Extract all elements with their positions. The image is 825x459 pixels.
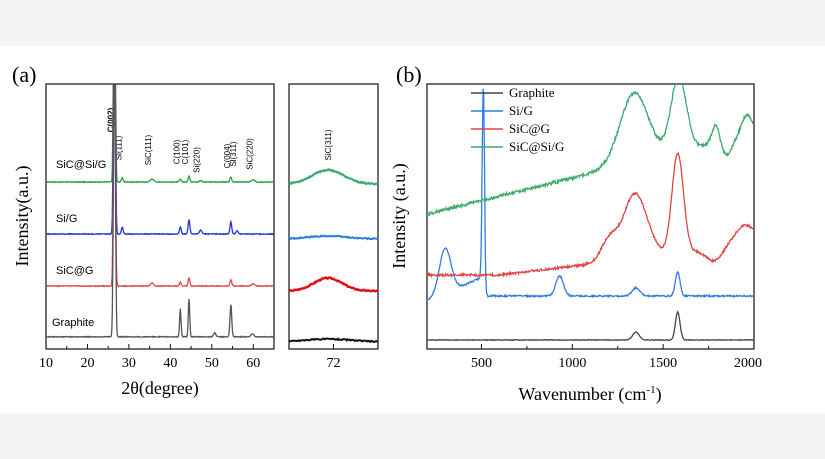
series-line-graphite (46, 84, 274, 339)
raman-line-sic-g (427, 151, 754, 279)
series-label: Si/G (56, 213, 77, 225)
panel-a-peak-labels: C(002) Si(111) SiC(111) C(100) C(101) Si(220)… (106, 107, 254, 172)
panel-b-legend: Graphite Si/G SiC@G SiC@Si/G (471, 85, 564, 154)
panel-b-frame (426, 83, 755, 350)
inset-line-sic-si-g (288, 168, 379, 186)
series-line-sic-g (46, 84, 274, 288)
panel-a-x-tick-label: 20 (80, 356, 94, 371)
peak-label: Si(111) (114, 135, 123, 160)
panel-a-x-ticks: 10 20 30 40 50 60 (39, 344, 260, 371)
panel-a-ylabel: Intensity(a.u.) (12, 166, 33, 267)
peak-label: C(002) (106, 107, 115, 132)
panel-a-x-tick-label: 60 (246, 356, 260, 371)
legend-label: Si/G (509, 103, 533, 118)
peak-label: SiC(111) (144, 134, 153, 165)
peak-label: Si(311) (229, 141, 238, 167)
panel-b-ylabel: Intensity (a.u.) (389, 163, 410, 268)
panel-a-series-labels: SiC@Si/G Si/G SiC@G Graphite (52, 159, 106, 329)
panel-a-x-tick-label: 40 (163, 356, 177, 371)
series-line-si-g (46, 84, 274, 236)
legend-label: Graphite (509, 85, 555, 100)
inset-line-si-g (288, 234, 379, 241)
peak-label: SiC(220) (245, 138, 254, 170)
peak-label: Si(220) (193, 147, 202, 173)
inset-x-ticks: 72 (327, 344, 341, 371)
panel-b-x-tick-label: 1500 (649, 356, 677, 371)
inset-x-tick-label: 72 (327, 356, 341, 371)
inset-line-graphite (288, 337, 379, 344)
inset-line-sic-g (288, 276, 379, 293)
legend-label: SiC@Si/G (509, 139, 564, 154)
panel-a-x-tick-label: 10 (39, 356, 53, 371)
panel-b-x-tick-label: 1000 (558, 356, 586, 371)
panel-b: 500 1000 1500 2000 Graphite Si/G SiC@G SiC@Si/… (389, 83, 762, 405)
panel-a-xlabel: 2θ(degree) (121, 378, 199, 399)
raman-line-sic-si-g (427, 84, 754, 217)
panel-b-curves (427, 84, 754, 342)
inset-peak-label: SiC(311) (324, 129, 333, 160)
panel-a-x-tick-label: 30 (122, 356, 136, 371)
panel-b-xlabel: Wavenumber (cm-1) (518, 384, 661, 405)
panel-b-x-tick-label: 500 (471, 356, 492, 371)
series-line-sic-si-g (46, 84, 274, 184)
series-label: SiC@G (56, 265, 93, 277)
series-label: Graphite (52, 317, 94, 329)
peak-label: C(100) (172, 139, 181, 164)
legend-label: SiC@G (509, 121, 550, 136)
panel-a: 10 20 30 40 50 60 C(002) Si(111) SiC(111) C(100)… (12, 83, 275, 399)
panel-b-label: (b) (396, 62, 422, 87)
raman-line-graphite (427, 310, 754, 342)
inset-curves (288, 168, 379, 344)
panel-b-x-ticks: 500 1000 1500 2000 (471, 344, 762, 371)
peak-label: C(101) (181, 139, 190, 164)
panel-inset: 72 SiC(311) (288, 83, 379, 371)
panel-a-x-tick-label: 50 (205, 356, 219, 371)
series-label: SiC@Si/G (56, 159, 106, 171)
raman-line-si-g (427, 88, 754, 302)
peak-label: C(004) (223, 143, 232, 168)
panel-a-label: (a) (12, 62, 36, 87)
panel-a-curves (46, 84, 274, 339)
panel-b-x-tick-label: 2000 (734, 356, 762, 371)
panel-a-frame (45, 83, 275, 350)
